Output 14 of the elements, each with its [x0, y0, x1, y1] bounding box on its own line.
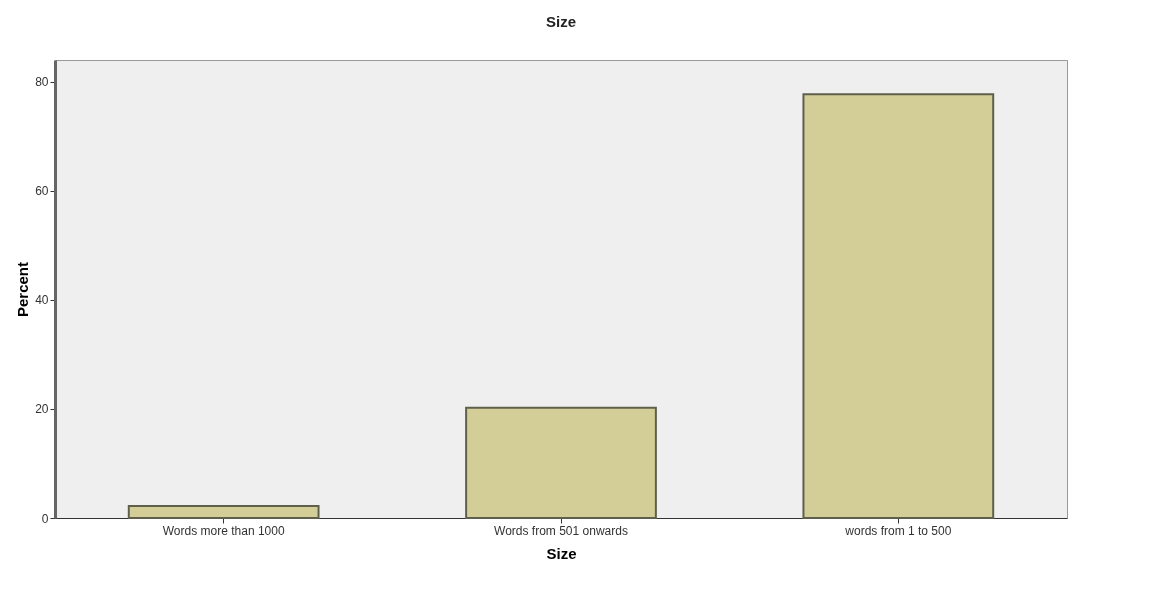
x-tick-label: Words from 501 onwards — [494, 523, 628, 538]
y-tick-label: 40 — [35, 293, 49, 308]
bar — [802, 93, 995, 519]
y-tick-label: 0 — [41, 511, 49, 526]
bar — [127, 505, 320, 519]
y-tick-label: 20 — [35, 402, 49, 417]
bar — [465, 406, 657, 519]
y-tick-label: 80 — [35, 75, 49, 90]
y-tick-label: 60 — [35, 184, 49, 199]
x-tick-label: Words more than 1000 — [162, 523, 285, 538]
y-axis-title: Percent — [14, 261, 32, 318]
chart-title: Size — [545, 13, 577, 30]
x-tick-label: words from 1 to 500 — [844, 523, 952, 538]
x-axis-title: Size — [546, 544, 577, 562]
